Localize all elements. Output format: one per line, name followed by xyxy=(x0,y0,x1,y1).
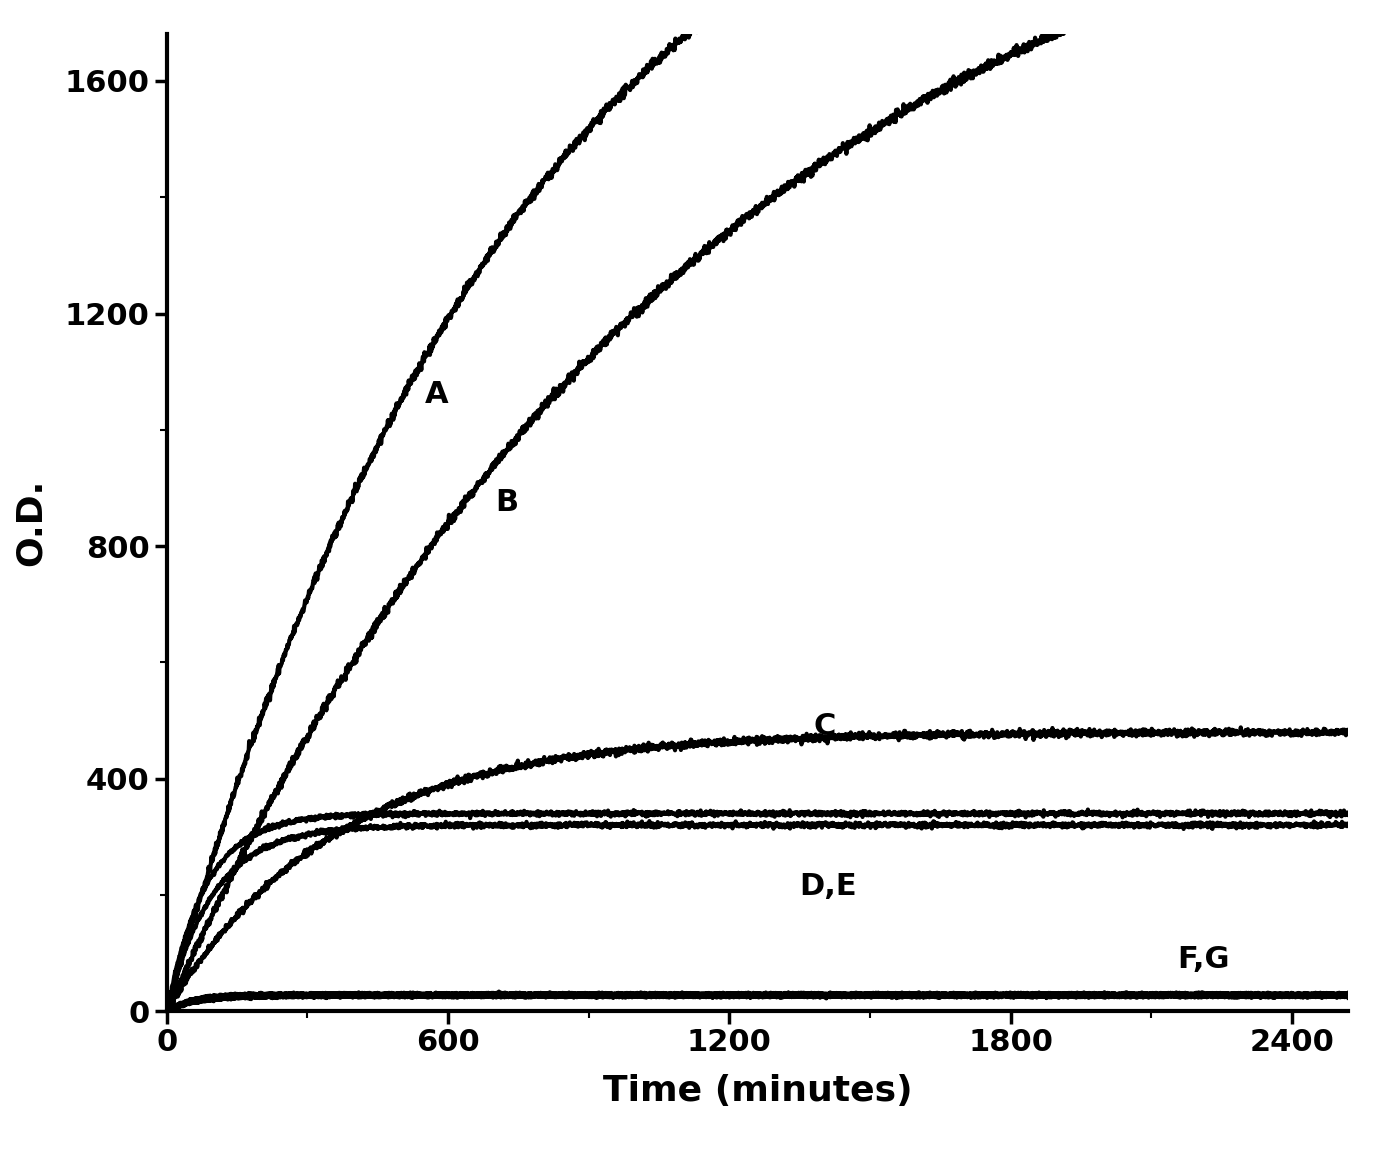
Text: D,E: D,E xyxy=(799,872,858,901)
Text: C: C xyxy=(813,711,837,741)
X-axis label: Time (minutes): Time (minutes) xyxy=(603,1074,912,1108)
Text: B: B xyxy=(495,488,518,517)
Y-axis label: O.D.: O.D. xyxy=(14,479,47,566)
Text: A: A xyxy=(425,380,449,409)
Text: F,G: F,G xyxy=(1177,946,1230,974)
